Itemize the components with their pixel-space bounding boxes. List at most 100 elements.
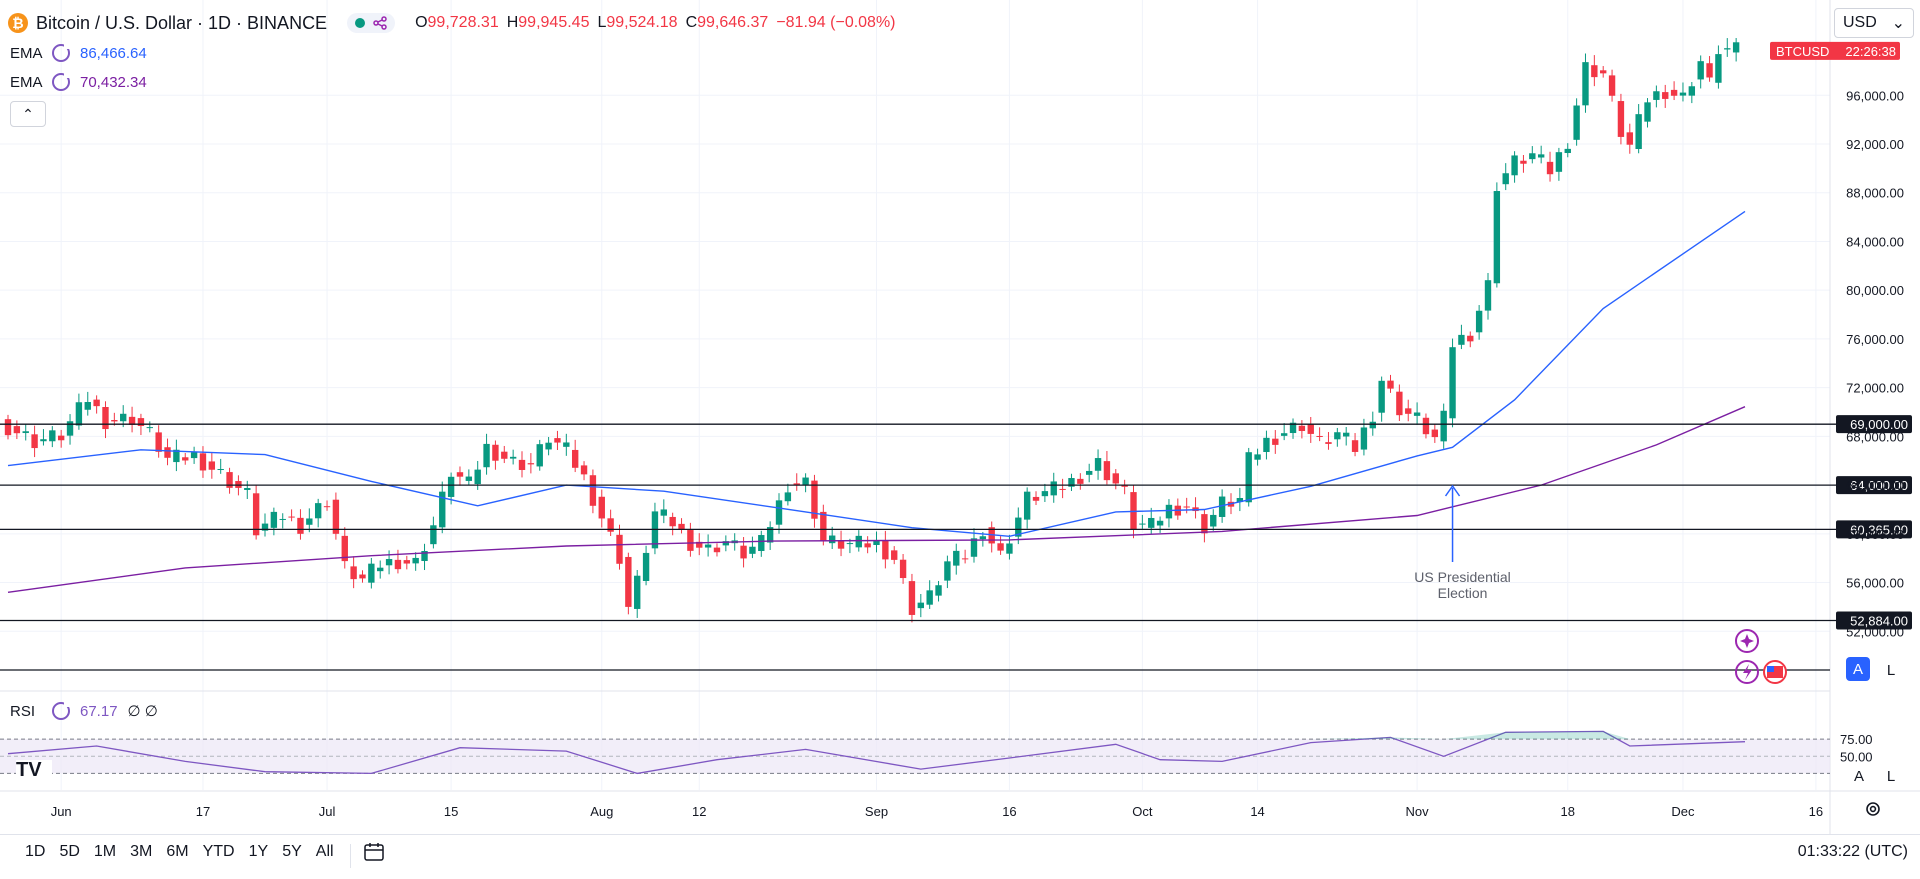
candle-body — [704, 544, 712, 548]
candle-body — [1086, 470, 1093, 475]
indicator-source-icon[interactable] — [52, 72, 70, 91]
candle-body — [935, 585, 942, 596]
market-open-dot-icon — [355, 18, 366, 28]
ema-fast-legend[interactable]: EMA 86,466.64 — [10, 43, 147, 62]
candle-body — [509, 456, 517, 459]
level-price-label: 52,884.00 — [1850, 614, 1908, 629]
candle-body — [306, 518, 313, 525]
candle-body — [784, 492, 792, 502]
candle-body — [1458, 334, 1465, 345]
range-5y-button[interactable]: 5Y — [282, 843, 302, 860]
candle-body — [492, 444, 499, 461]
candle-body — [722, 541, 730, 546]
indicator-source-icon[interactable] — [52, 701, 70, 720]
candle-body — [1094, 458, 1102, 471]
auto-scale-button[interactable]: A — [1846, 657, 1870, 681]
rsi-legend[interactable]: RSI 67.17 ∅ ∅ — [10, 701, 158, 720]
candle-body — [660, 509, 667, 516]
time-axis-label: Oct — [1132, 804, 1153, 819]
candle-body — [598, 496, 605, 519]
price-axis-label: 64,000.00 — [1846, 478, 1904, 493]
candle-body — [1032, 496, 1040, 501]
candle-body — [1529, 153, 1536, 160]
rsi-overbought-fill — [1390, 737, 1444, 740]
candle-body — [891, 550, 898, 560]
candle-body — [40, 439, 47, 442]
candle-body — [1378, 380, 1385, 413]
candle-body — [793, 483, 800, 485]
candle-body — [1343, 432, 1350, 437]
rsi-auto-scale-button[interactable]: A — [1846, 763, 1872, 789]
candle-body — [642, 552, 650, 582]
candle-body — [1431, 429, 1439, 438]
candle-body — [1670, 89, 1678, 96]
level-price-tag — [1836, 415, 1912, 434]
range-1m-button[interactable]: 1M — [93, 843, 117, 860]
range-1d-button[interactable]: 1D — [25, 843, 46, 860]
ema-slow-legend[interactable]: EMA 70,432.34 — [10, 72, 147, 91]
close-label: C — [685, 14, 698, 31]
candle-body — [359, 574, 366, 579]
last-price-symbol: BTCUSD — [1776, 44, 1829, 59]
level-price-label: 60,365.00 — [1850, 522, 1908, 537]
candle-body — [1608, 75, 1616, 96]
timeframe-buttons: 1D 5D 1M 3M 6M YTD 1Y 5Y All — [18, 843, 341, 861]
low-label: L — [597, 14, 607, 31]
currency-select[interactable]: USD ⌄ — [1834, 8, 1914, 38]
candle-body — [1218, 496, 1226, 517]
go-to-date-icon[interactable] — [362, 841, 386, 863]
candle-body — [1023, 491, 1031, 520]
collapse-legend-button[interactable]: ⌃ — [10, 101, 46, 127]
rsi-overbought-fill — [1603, 731, 1630, 740]
high-label: H — [506, 14, 519, 31]
candle-body — [439, 491, 446, 528]
candle-body — [1183, 506, 1190, 508]
candle-body — [1484, 280, 1492, 311]
candle-body — [13, 426, 21, 434]
rsi-log-scale-button[interactable]: L — [1878, 763, 1904, 789]
range-5d-button[interactable]: 5D — [59, 843, 80, 860]
candle-body — [465, 476, 473, 481]
candle-body — [261, 523, 269, 531]
candle-body — [820, 511, 827, 542]
events-icon — [1735, 660, 1759, 684]
chart-canvas[interactable]: 69,000.00 64,000.00 60,365.00 52,884.00 96,0… — [0, 0, 1920, 834]
candle-body — [1405, 408, 1412, 414]
price-axis-label: 88,000.00 — [1846, 186, 1904, 201]
candle-body — [1050, 481, 1057, 496]
candle-body — [1564, 148, 1571, 154]
candle-body — [456, 472, 464, 477]
range-all-button[interactable]: All — [315, 843, 334, 860]
range-ytd-button[interactable]: YTD — [202, 843, 235, 860]
candle-body — [1130, 492, 1137, 530]
time-axis-label: 16 — [1809, 804, 1823, 819]
utc-clock[interactable]: 01:33:22 (UTC) — [1797, 843, 1908, 860]
range-6m-button[interactable]: 6M — [166, 843, 189, 860]
rsi-overbought-fill — [1443, 732, 1506, 740]
candle-body — [1582, 62, 1589, 106]
candle-body — [1254, 454, 1261, 460]
chevron-down-icon: ⌄ — [1891, 15, 1905, 32]
candle-body — [93, 399, 100, 407]
candle-body — [554, 438, 561, 443]
candle-body — [580, 465, 588, 475]
log-scale-button[interactable]: L — [1878, 657, 1904, 683]
candle-body — [1245, 452, 1252, 503]
candle-body — [997, 543, 1004, 551]
candle-body — [846, 543, 854, 545]
time-axis-label: Sep — [865, 804, 888, 819]
candle-body — [75, 402, 83, 426]
range-3m-button[interactable]: 3M — [130, 843, 153, 860]
range-1y-button[interactable]: 1Y — [248, 843, 269, 860]
market-status-pill[interactable] — [347, 13, 396, 33]
indicator-source-icon[interactable] — [52, 43, 70, 62]
candle-body — [1263, 437, 1270, 453]
symbol-title[interactable]: Bitcoin / U.S. Dollar · 1D · BINANCE — [36, 12, 328, 33]
candle-body — [766, 527, 774, 543]
candle-body — [882, 541, 889, 560]
candle-body — [1006, 543, 1013, 554]
candle-body — [1520, 160, 1527, 164]
settings-gear-icon[interactable] — [1864, 800, 1882, 818]
share-icon[interactable] — [373, 16, 387, 30]
close-value: 99,646.37 — [697, 14, 769, 31]
